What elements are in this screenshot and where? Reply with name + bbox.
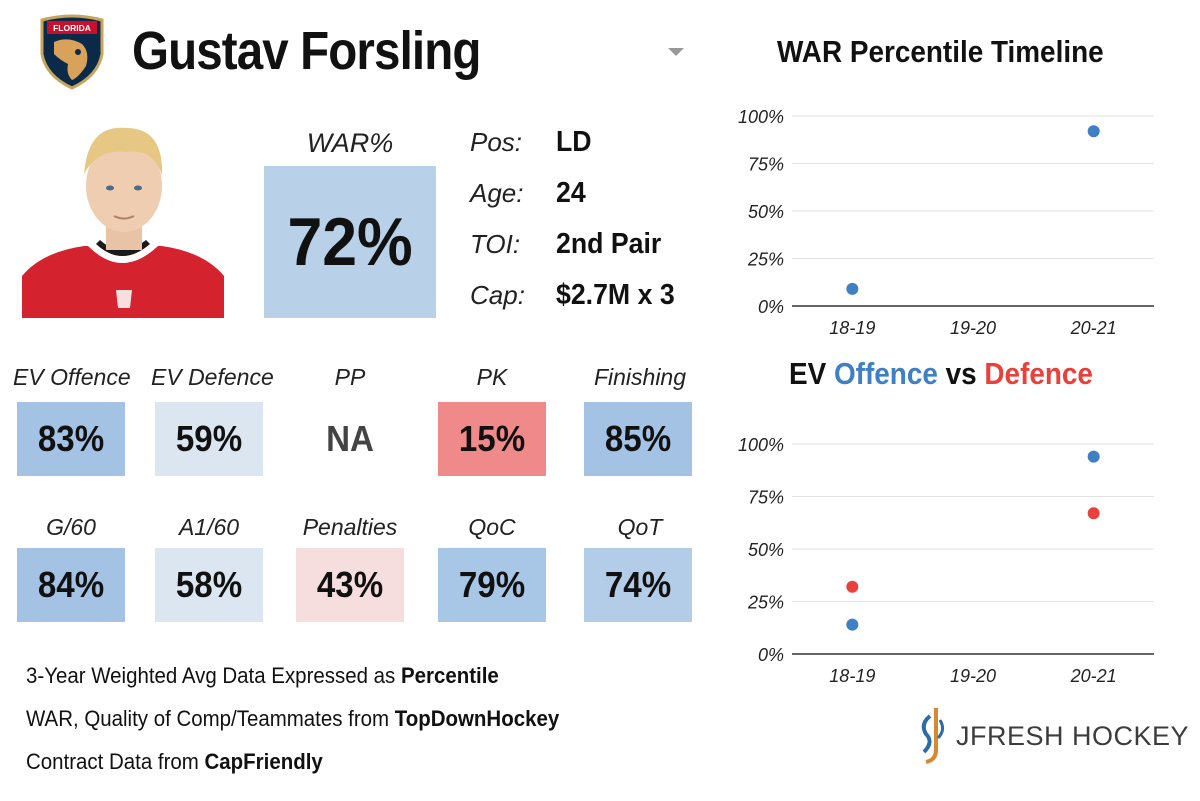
stat-box-a160: 58% bbox=[155, 548, 263, 622]
stat-value: 59% bbox=[175, 418, 243, 459]
footer-bold: Percentile bbox=[400, 663, 499, 688]
info-row-cap: Cap: $2.7M x 3 bbox=[470, 275, 685, 315]
data-point-defence bbox=[846, 580, 859, 593]
stat-box-pk: 15% bbox=[438, 402, 546, 476]
info-value: LD bbox=[556, 125, 592, 158]
info-key: TOI: bbox=[470, 228, 521, 259]
info-row-toi: TOI: 2nd Pair bbox=[470, 224, 670, 264]
hockey-stick-icon bbox=[921, 708, 945, 764]
x-tick-label: 20-21 bbox=[1070, 318, 1117, 338]
war-label: WAR% bbox=[306, 128, 394, 158]
y-tick-label: 75% bbox=[748, 155, 784, 175]
stat-box-pp: NA bbox=[296, 402, 404, 476]
war-box: 72% bbox=[264, 166, 436, 318]
stat-label-pk: PK bbox=[476, 364, 508, 390]
data-point-offence bbox=[846, 618, 859, 631]
data-point-war bbox=[1087, 125, 1100, 138]
stat-value: 15% bbox=[458, 418, 526, 459]
war-value: 72% bbox=[287, 204, 413, 280]
info-key: Cap: bbox=[470, 279, 525, 310]
brand-logo: JFRESH HOCKEY bbox=[918, 706, 1189, 766]
footer-line-contract: Contract Data from CapFriendly bbox=[26, 749, 323, 775]
stat-value: 79% bbox=[458, 564, 526, 605]
y-tick-label: 50% bbox=[748, 202, 784, 222]
y-tick-label: 0% bbox=[758, 297, 784, 317]
x-tick-label: 19-20 bbox=[950, 318, 996, 338]
player-dropdown-icon[interactable] bbox=[668, 48, 684, 56]
brand-name: JFRESH HOCKEY bbox=[956, 720, 1190, 751]
stat-box-g60: 84% bbox=[17, 548, 125, 622]
ev-title-offence: Offence bbox=[833, 356, 938, 391]
y-tick-label: 75% bbox=[748, 488, 784, 508]
ev-offence-defence-chart: 0% 25% 50% 75% 100% 18-19 19-20 20-21 bbox=[738, 435, 1154, 686]
stat-label-finishing: Finishing bbox=[593, 364, 687, 390]
stat-value: 84% bbox=[37, 564, 105, 605]
stat-label-ev-offence: EV Offence bbox=[13, 364, 131, 390]
stat-label-pp: PP bbox=[334, 364, 366, 390]
info-value: 2nd Pair bbox=[556, 227, 662, 260]
x-tick-label: 19-20 bbox=[950, 666, 996, 686]
team-logo: FLORIDA bbox=[38, 14, 106, 90]
info-value: $2.7M x 3 bbox=[556, 278, 675, 311]
info-key: Age: bbox=[470, 177, 524, 208]
data-point-defence bbox=[1087, 507, 1100, 520]
stat-value: 85% bbox=[604, 418, 672, 459]
y-tick-label: 0% bbox=[758, 645, 784, 665]
footer-text: Contract Data from bbox=[26, 749, 205, 774]
footer-bold: TopDownHockey bbox=[394, 706, 560, 731]
ev-title-defence: Defence bbox=[984, 356, 1093, 391]
footer-bold: CapFriendly bbox=[204, 749, 323, 774]
ev-chart-title: EV Offence vs Defence bbox=[789, 356, 1093, 392]
stat-value: 83% bbox=[37, 418, 105, 459]
stat-box-ev-defence: 59% bbox=[155, 402, 263, 476]
info-row-age: Age: 24 bbox=[470, 173, 588, 213]
stat-value: 74% bbox=[604, 564, 672, 605]
info-key: Pos: bbox=[470, 126, 523, 157]
stat-label-qot: QoT bbox=[617, 514, 663, 540]
info-row-position: Pos: LD bbox=[470, 122, 595, 162]
stat-value: NA bbox=[326, 418, 374, 459]
data-point-war bbox=[846, 282, 859, 295]
stat-label-penalties: Penalties bbox=[302, 514, 398, 540]
stat-value: 43% bbox=[316, 564, 384, 605]
footer-line-source: WAR, Quality of Comp/Teammates from TopD… bbox=[26, 706, 559, 732]
y-tick-label: 50% bbox=[748, 540, 784, 560]
war-chart-title: WAR Percentile Timeline bbox=[777, 34, 1104, 69]
x-tick-label: 18-19 bbox=[829, 318, 875, 338]
x-tick-label: 20-21 bbox=[1070, 666, 1117, 686]
y-tick-label: 100% bbox=[738, 435, 784, 455]
player-photo bbox=[22, 118, 224, 318]
stat-label-g60: G/60 bbox=[46, 514, 96, 540]
y-tick-label: 25% bbox=[747, 593, 784, 613]
stat-box-finishing: 85% bbox=[584, 402, 692, 476]
info-value: 24 bbox=[556, 176, 586, 209]
stat-label-qoc: QoC bbox=[468, 514, 516, 540]
player-name: Gustav Forsling bbox=[132, 21, 481, 81]
footer-text: 3-Year Weighted Avg Data Expressed as bbox=[26, 663, 401, 688]
y-tick-label: 25% bbox=[747, 250, 784, 270]
footer-line-percentile: 3-Year Weighted Avg Data Expressed as Pe… bbox=[26, 663, 499, 689]
stat-label-ev-defence: EV Defence bbox=[151, 364, 274, 390]
war-timeline-chart: 0% 25% 50% 75% 100% 18-19 19-20 20-21 bbox=[738, 107, 1154, 338]
stat-box-ev-offence: 83% bbox=[17, 402, 125, 476]
stat-label-a160: A1/60 bbox=[178, 514, 240, 540]
stat-box-penalties: 43% bbox=[296, 548, 404, 622]
footer-text: WAR, Quality of Comp/Teammates from bbox=[26, 706, 395, 731]
stat-box-qot: 74% bbox=[584, 548, 692, 622]
x-tick-label: 18-19 bbox=[829, 666, 875, 686]
stat-box-qoc: 79% bbox=[438, 548, 546, 622]
team-logo-text: FLORIDA bbox=[53, 23, 91, 33]
ev-title-part: EV bbox=[789, 356, 834, 391]
y-tick-label: 100% bbox=[738, 107, 784, 127]
data-point-offence bbox=[1087, 450, 1100, 463]
ev-title-part: vs bbox=[937, 356, 985, 391]
stat-value: 58% bbox=[175, 564, 243, 605]
